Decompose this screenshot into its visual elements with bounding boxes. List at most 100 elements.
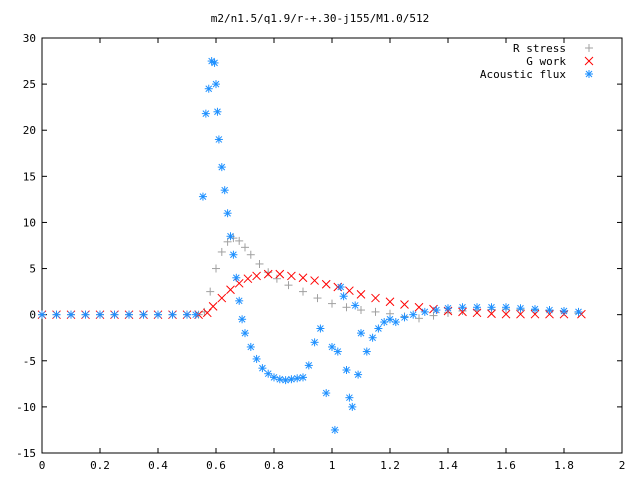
data-point bbox=[264, 369, 273, 378]
data-point bbox=[81, 310, 90, 319]
data-point bbox=[368, 333, 377, 342]
data-point bbox=[220, 186, 229, 195]
x-tick-label: 2 bbox=[619, 459, 626, 472]
legend-marker bbox=[585, 70, 593, 78]
data-point bbox=[204, 84, 213, 93]
data-point bbox=[299, 373, 307, 382]
data-point bbox=[287, 271, 296, 281]
data-point bbox=[213, 107, 222, 116]
x-tick-label: 1.4 bbox=[438, 459, 458, 472]
y-tick-label: -10 bbox=[16, 401, 36, 414]
data-point bbox=[330, 425, 339, 434]
series-acoustic-flux bbox=[38, 57, 583, 434]
data-point bbox=[139, 310, 148, 319]
data-point bbox=[310, 338, 319, 347]
chart-title: m2/n1.5/q1.9/r-+.30-j155/M1.0/512 bbox=[211, 12, 430, 25]
data-point bbox=[487, 309, 496, 319]
data-point bbox=[371, 307, 380, 316]
data-point bbox=[272, 274, 281, 283]
data-point bbox=[96, 310, 104, 319]
data-point bbox=[545, 306, 554, 315]
data-point bbox=[414, 302, 424, 312]
data-point bbox=[371, 293, 380, 303]
data-point bbox=[409, 310, 418, 319]
data-point bbox=[235, 236, 244, 245]
data-point bbox=[217, 293, 227, 303]
data-point bbox=[284, 281, 293, 290]
data-point bbox=[235, 296, 244, 305]
data-point bbox=[258, 364, 267, 373]
data-point bbox=[243, 274, 253, 284]
series-r-stress bbox=[38, 234, 583, 323]
x-tick-label: 0 bbox=[39, 459, 46, 472]
y-tick-label: 25 bbox=[23, 78, 36, 91]
data-point bbox=[545, 309, 554, 319]
plot-frame bbox=[41, 37, 623, 454]
data-point bbox=[342, 366, 351, 374]
data-point bbox=[168, 310, 177, 319]
data-point bbox=[232, 273, 241, 282]
data-marks bbox=[37, 57, 586, 434]
y-tick-label: 20 bbox=[23, 124, 36, 137]
data-point bbox=[270, 373, 278, 382]
data-point bbox=[208, 302, 218, 311]
data-point bbox=[252, 271, 261, 281]
data-point bbox=[313, 294, 322, 303]
data-point bbox=[287, 375, 296, 384]
data-point bbox=[198, 192, 207, 201]
data-point bbox=[310, 276, 319, 285]
data-point bbox=[322, 389, 331, 398]
data-point bbox=[502, 303, 510, 312]
data-point bbox=[252, 354, 261, 363]
data-point bbox=[201, 109, 210, 118]
data-point bbox=[255, 259, 264, 268]
x-tick-label: 0.8 bbox=[264, 459, 284, 472]
data-point bbox=[356, 290, 366, 299]
data-point bbox=[339, 292, 348, 301]
y-tick-label: 0 bbox=[29, 309, 36, 322]
data-point bbox=[336, 283, 345, 291]
y-tick-label: 5 bbox=[29, 263, 36, 276]
data-point bbox=[458, 303, 467, 312]
data-point bbox=[531, 305, 539, 314]
data-point bbox=[374, 324, 383, 333]
data-point bbox=[293, 374, 302, 383]
x-tick-label: 0.4 bbox=[148, 459, 168, 472]
data-point bbox=[212, 264, 220, 273]
data-point bbox=[246, 250, 255, 259]
x-tick-label: 1.6 bbox=[496, 459, 516, 472]
data-point bbox=[357, 329, 365, 338]
data-point bbox=[444, 304, 452, 313]
legend-label: Acoustic flux bbox=[480, 68, 566, 81]
data-point bbox=[415, 314, 423, 323]
data-point bbox=[362, 347, 371, 356]
x-tick-label: 0.2 bbox=[90, 459, 110, 472]
data-point bbox=[217, 163, 226, 172]
data-point bbox=[351, 301, 360, 310]
y-tick-label: -5 bbox=[23, 355, 36, 368]
data-point bbox=[560, 306, 568, 315]
legend-marker bbox=[585, 44, 593, 52]
data-point bbox=[125, 310, 133, 319]
data-point bbox=[304, 361, 313, 370]
data-point bbox=[391, 318, 400, 327]
data-point bbox=[342, 303, 351, 312]
data-point bbox=[217, 247, 226, 256]
data-point bbox=[385, 297, 395, 307]
data-point bbox=[154, 310, 162, 319]
data-point bbox=[345, 393, 354, 402]
data-point bbox=[226, 285, 235, 295]
x-tick-label: 1 bbox=[329, 459, 336, 472]
data-point bbox=[348, 402, 357, 411]
data-point bbox=[264, 268, 273, 277]
data-point bbox=[328, 299, 336, 308]
data-point bbox=[299, 287, 307, 296]
axes: 0 0.2 0.4 0.6 0.8 1 1.2 1.4 1.6 1.8 2 -15 -10 -5 0 5 10 1… bbox=[16, 32, 625, 472]
data-point bbox=[210, 58, 219, 67]
data-point bbox=[275, 269, 285, 279]
data-point bbox=[328, 342, 336, 351]
data-point bbox=[229, 250, 238, 259]
y-tick-label: 10 bbox=[23, 216, 36, 229]
